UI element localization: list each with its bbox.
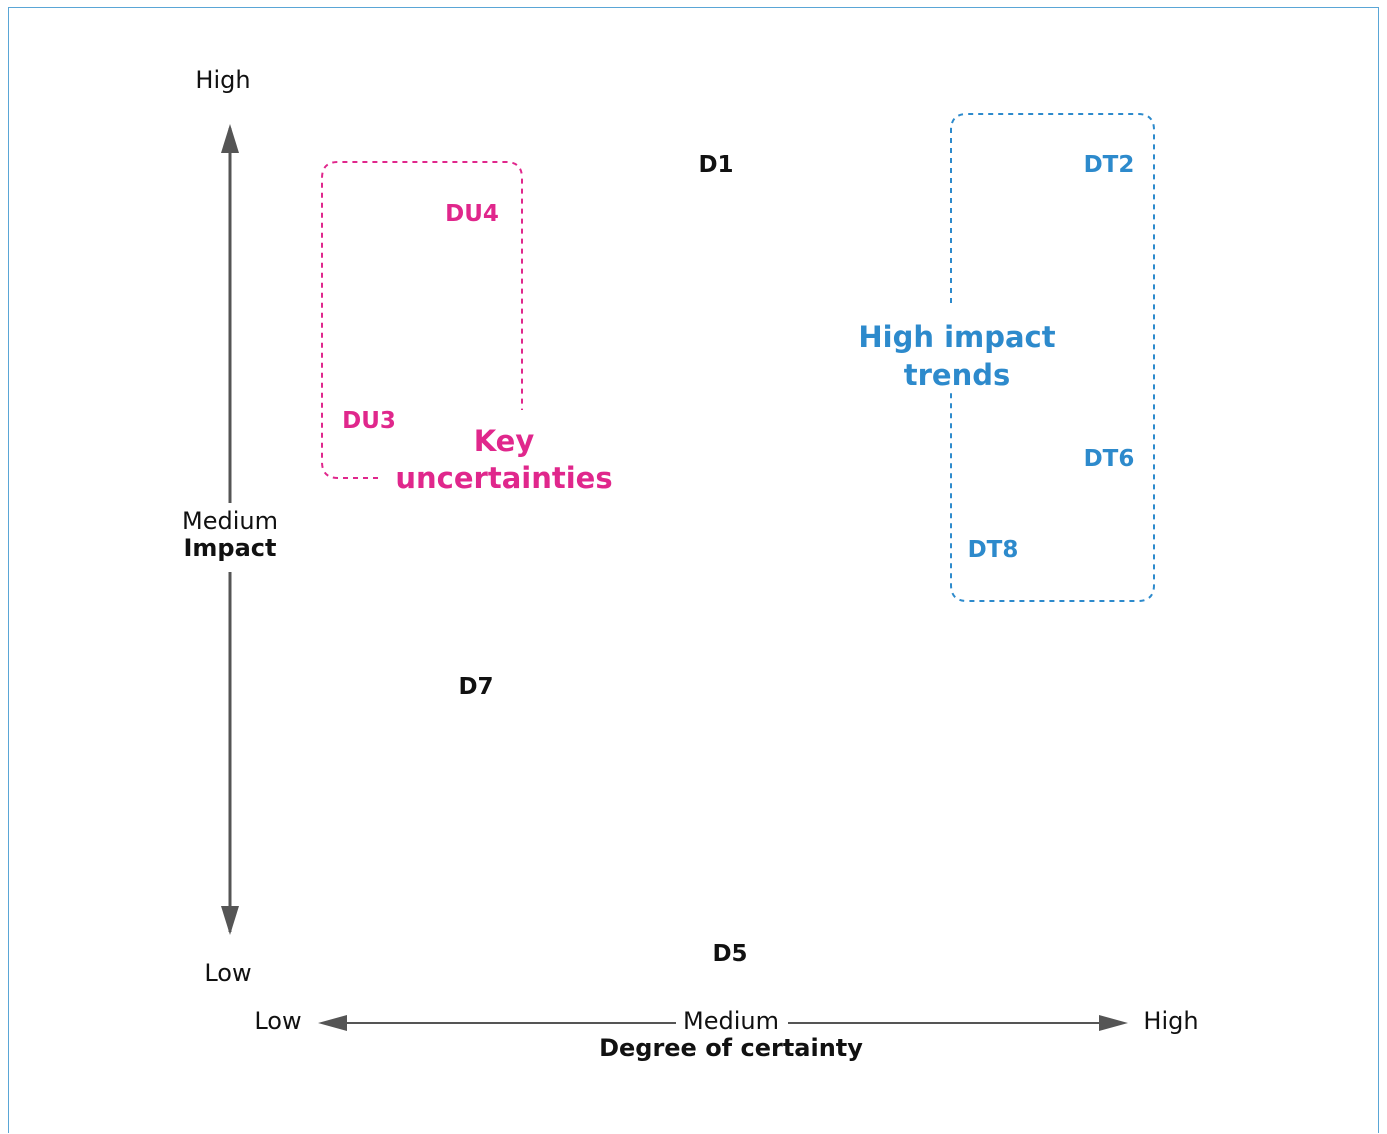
impact-axis-arrow-down	[221, 906, 239, 935]
key-uncertainties-box	[321, 161, 523, 479]
diagram-frame	[8, 7, 1379, 1133]
x-axis-title: Degree of certainty	[599, 1034, 863, 1062]
y-axis-high-label: High	[195, 66, 250, 94]
trend-dt6: DT6	[1084, 446, 1135, 472]
impact-axis-arrow-up	[221, 124, 239, 153]
x-axis-low-label: Low	[254, 1007, 301, 1035]
driver-d1: D1	[698, 152, 733, 178]
high-impact-trends-label-line2: trends	[904, 358, 1011, 392]
driver-d7: D7	[458, 674, 493, 700]
key-uncertainties-label-line1: Key	[474, 424, 535, 458]
high-impact-trends-box	[950, 113, 1155, 602]
trend-dt8: DT8	[968, 537, 1019, 563]
certainty-axis-arrow-left	[318, 1015, 347, 1031]
trend-dt2: DT2	[1084, 152, 1135, 178]
x-axis-high-label: High	[1143, 1007, 1198, 1035]
uncertainty-du3: DU3	[342, 408, 396, 434]
y-axis-low-label: Low	[204, 959, 251, 987]
uncertainty-du4: DU4	[445, 201, 499, 227]
key-uncertainties-label-line2: uncertainties	[395, 461, 612, 495]
driver-d5: D5	[712, 941, 747, 967]
x-axis-medium-label: Medium	[683, 1007, 779, 1035]
high-impact-trends-label-line1: High impact	[858, 320, 1055, 354]
y-axis-medium-label: Medium	[182, 507, 278, 535]
y-axis-title: Impact	[183, 534, 276, 562]
certainty-axis-arrow-right	[1099, 1015, 1128, 1031]
